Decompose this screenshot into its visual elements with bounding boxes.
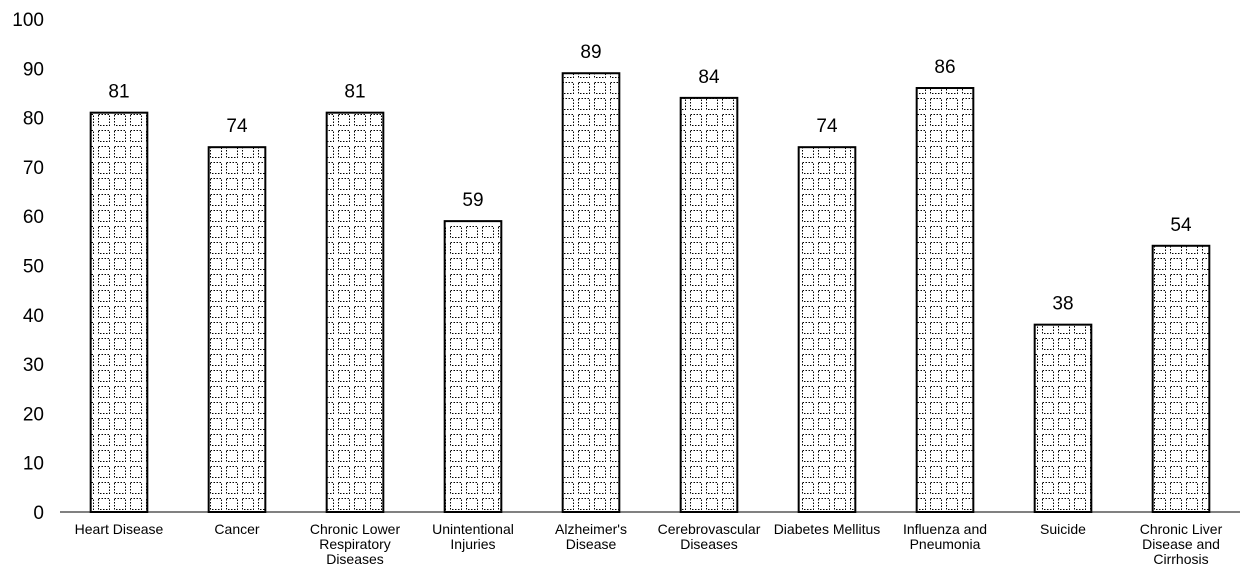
data-label: 74 bbox=[816, 116, 838, 137]
y-tick-label: 80 bbox=[23, 109, 44, 130]
y-tick-label: 20 bbox=[23, 404, 44, 425]
data-label: 38 bbox=[1052, 294, 1073, 315]
y-axis-ticks: 0 10 20 30 40 50 60 70 80 90 100 bbox=[12, 10, 44, 524]
bar bbox=[207, 146, 267, 513]
bars: 81 74 81 59 89 84 74 86 38 54 bbox=[89, 42, 1211, 514]
y-tick-label: 30 bbox=[23, 355, 44, 376]
data-label: 84 bbox=[698, 67, 720, 88]
data-label: 81 bbox=[344, 82, 365, 103]
bar bbox=[89, 111, 149, 513]
y-tick-label: 10 bbox=[23, 454, 44, 475]
y-tick-label: 50 bbox=[23, 257, 44, 278]
bar bbox=[561, 72, 621, 513]
y-tick-label: 90 bbox=[23, 59, 44, 80]
y-tick-label: 0 bbox=[33, 503, 44, 524]
x-category-label: Alzheimer's Disease bbox=[555, 521, 627, 552]
x-category-label: Cancer bbox=[214, 521, 259, 537]
x-axis-category-labels: Heart Disease Cancer Chronic Lower Respirat… bbox=[75, 521, 1223, 567]
bar bbox=[797, 146, 857, 513]
x-category-label: Cerebrovascular Diseases bbox=[658, 521, 761, 552]
y-tick-label: 60 bbox=[23, 207, 44, 228]
x-category-label: Influenza and Pneumonia bbox=[903, 521, 987, 552]
y-tick-label: 40 bbox=[23, 306, 44, 327]
y-tick-label: 100 bbox=[12, 10, 44, 31]
bar bbox=[679, 96, 739, 513]
data-label: 74 bbox=[226, 116, 248, 137]
x-category-label: Chronic Liver Disease and Cirrhosis bbox=[1140, 521, 1223, 567]
data-label: 81 bbox=[108, 82, 129, 103]
x-category-label: Diabetes Mellitus bbox=[774, 521, 881, 537]
bar bbox=[1151, 244, 1211, 513]
x-category-label: Heart Disease bbox=[75, 521, 164, 537]
y-tick-label: 70 bbox=[23, 158, 44, 179]
bar bbox=[443, 220, 503, 513]
bar bbox=[1033, 323, 1093, 513]
x-category-label: Chronic Lower Respiratory Diseases bbox=[310, 521, 401, 567]
x-category-label: Unintentional Injuries bbox=[432, 521, 514, 552]
data-label: 59 bbox=[462, 190, 483, 211]
bar bbox=[915, 87, 975, 514]
data-label: 86 bbox=[934, 57, 955, 78]
bar bbox=[325, 111, 385, 513]
data-label: 89 bbox=[580, 42, 601, 63]
x-category-label: Suicide bbox=[1040, 521, 1086, 537]
data-label: 54 bbox=[1170, 215, 1192, 236]
